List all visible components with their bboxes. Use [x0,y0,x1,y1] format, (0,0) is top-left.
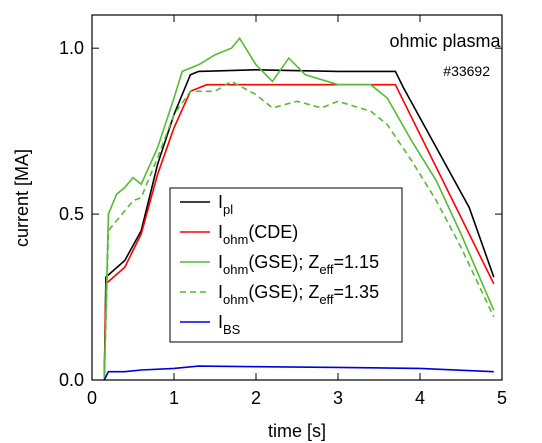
x-tick-label: 3 [333,388,343,408]
plot-frame [91,14,503,381]
y-tick-label: 1.0 [59,38,84,58]
legend-label-part: ohm [223,262,248,277]
legend-label-part: I [218,252,223,272]
legend-label-part: (CDE) [248,222,298,242]
x-tick-label: 4 [415,388,425,408]
legend-label-part: (GSE); Z [248,252,319,272]
legend-label-part: I [218,312,223,332]
legend-label: Iohm(GSE); Zeff=1.35 [218,282,379,307]
legend-label-part: =1.35 [334,282,380,302]
legend-label-part: I [218,282,223,302]
legend-label-part: pl [223,202,233,217]
x-tick-label: 5 [497,388,507,408]
data-line [103,80,495,381]
legend-label: Iohm(GSE); Zeff=1.15 [218,252,379,277]
legend-label-part: (GSE); Z [248,282,319,302]
legend-label-part: eff [319,262,334,277]
y-tick-label: 0.0 [59,370,84,390]
data-line [103,36,495,381]
x-tick-label: 0 [87,388,97,408]
x-tick-label: 1 [169,388,179,408]
data-line [103,83,495,381]
data-line [103,365,494,381]
x-tick-label: 2 [251,388,261,408]
legend-label: Ipl [218,192,233,217]
x-axis-label: time [s] [268,421,326,441]
legend-label-part: I [218,222,223,242]
data-line [103,68,495,381]
legend-box [169,187,403,343]
legend-label-part: eff [319,292,334,307]
legend-label-part: =1.15 [334,252,380,272]
annotation: ohmic plasma [389,31,501,51]
y-tick-label: 0.5 [59,204,84,224]
legend-label-part: ohm [223,292,248,307]
legend-label-part: I [218,192,223,212]
legend-label-part: BS [223,322,241,337]
legend-label-part: ohm [223,232,248,247]
legend-label: Iohm(CDE) [218,222,298,247]
annotation: #33692 [443,63,490,79]
legend-label: IBS [218,312,241,337]
y-axis-label: current [MA] [12,149,32,247]
